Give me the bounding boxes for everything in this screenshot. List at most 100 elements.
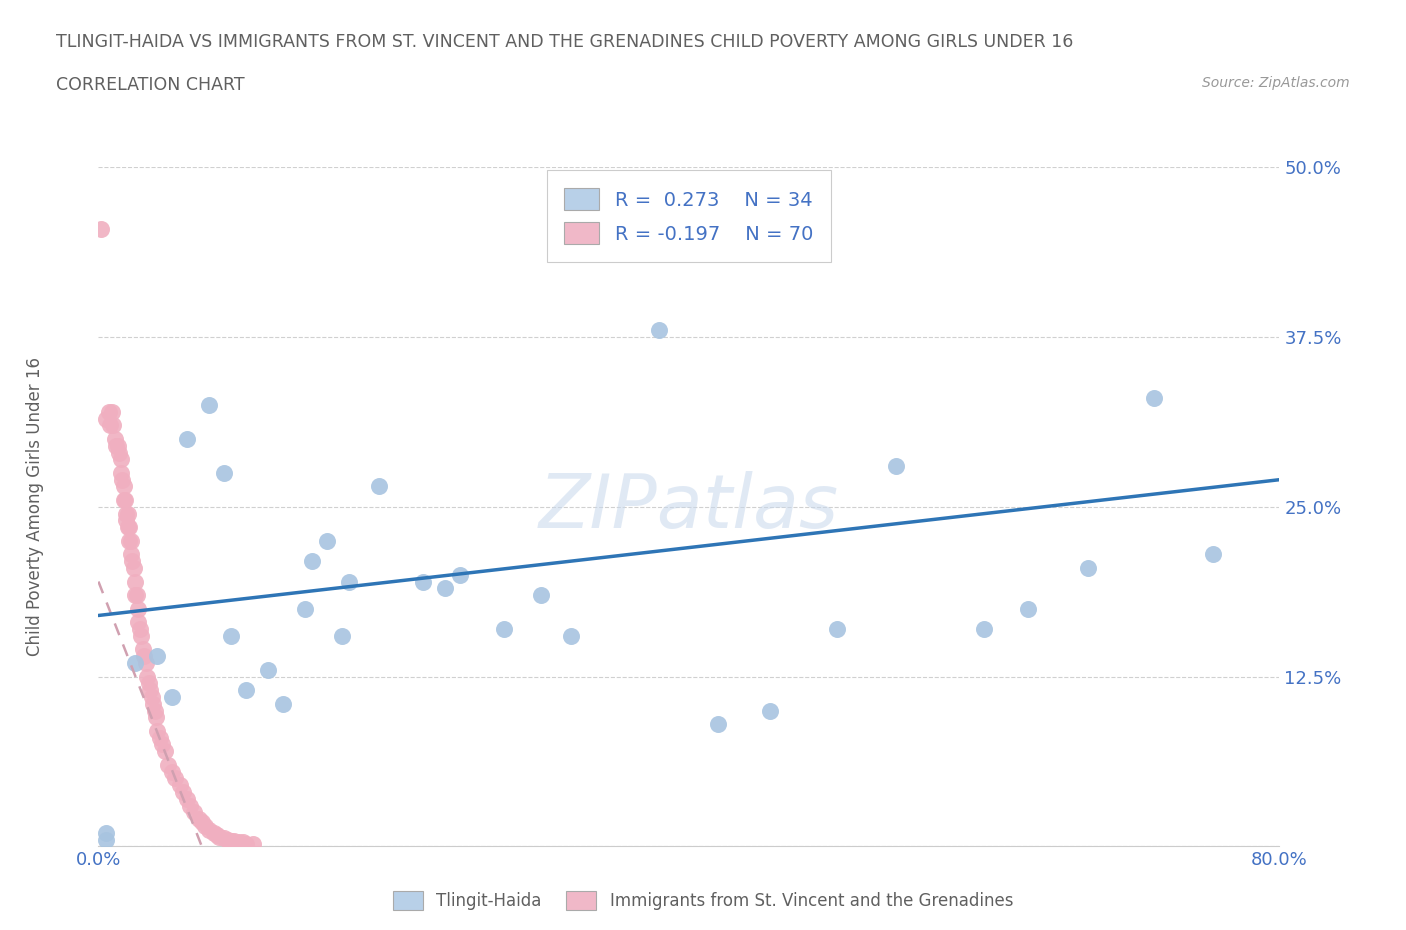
Point [124,656,146,671]
Point [141,689,163,704]
Point [128,621,150,636]
Point [120,547,142,562]
Point [648,323,671,338]
Point [224,833,246,848]
Point [122,561,145,576]
Point [118,534,141,549]
Point [219,629,242,644]
Point [90,221,112,236]
Point [115,513,138,528]
Point [191,815,214,830]
Point [434,581,457,596]
Point [146,649,169,664]
Point [169,777,191,792]
Point [973,621,995,636]
Point [219,833,242,848]
Point [228,835,250,850]
Point [162,764,183,779]
Point [120,534,142,549]
Point [129,629,152,644]
Point [235,836,257,851]
Point [494,621,516,636]
Point [183,805,205,820]
Point [94,832,117,847]
Point [294,602,316,617]
Point [121,553,143,568]
Point [198,822,221,837]
Point [271,697,294,711]
Point [212,466,235,481]
Point [117,520,139,535]
Point [112,493,135,508]
Point [1143,391,1166,405]
Point [212,830,235,845]
Point [235,683,257,698]
Point [118,520,141,535]
Point [100,405,122,419]
Point [198,398,221,413]
Point [884,458,907,473]
Point [368,479,391,494]
Text: Source: ZipAtlas.com: Source: ZipAtlas.com [1202,76,1350,90]
Point [187,812,209,827]
Text: Child Poverty Among Girls Under 16: Child Poverty Among Girls Under 16 [27,357,44,657]
Point [242,836,264,851]
Point [149,730,172,745]
Point [115,506,138,521]
Point [176,791,198,806]
Point [107,438,129,453]
Point [162,689,183,704]
Point [124,588,146,603]
Point [127,615,149,630]
Point [97,405,120,419]
Point [825,621,848,636]
Point [145,710,167,724]
Point [94,825,117,840]
Point [98,418,121,432]
Point [176,432,198,446]
Text: TLINGIT-HAIDA VS IMMIGRANTS FROM ST. VINCENT AND THE GRENADINES CHILD POVERTY AM: TLINGIT-HAIDA VS IMMIGRANTS FROM ST. VIN… [56,33,1074,50]
Point [560,629,582,644]
Point [132,642,155,657]
Point [111,472,134,487]
Point [208,830,231,844]
Point [142,697,165,711]
Point [105,438,128,453]
Point [202,825,225,840]
Point [125,588,148,603]
Point [530,588,553,603]
Point [301,553,323,568]
Point [136,670,159,684]
Point [179,798,201,813]
Point [412,574,434,589]
Point [110,466,132,481]
Text: ZIPatlas: ZIPatlas [538,471,839,543]
Point [1077,561,1099,576]
Point [103,418,125,432]
Point [112,479,135,494]
Point [759,703,782,718]
Point [153,744,176,759]
Legend: R =  0.273    N = 34, R = -0.197    N = 70: R = 0.273 N = 34, R = -0.197 N = 70 [547,170,831,262]
Point [707,717,730,732]
Point [108,445,131,460]
Point [172,785,194,800]
Point [330,629,353,644]
Point [114,493,136,508]
Point [205,828,228,843]
Point [134,649,156,664]
Point [138,676,160,691]
Point [1202,547,1225,562]
Legend: Tlingit-Haida, Immigrants from St. Vincent and the Grenadines: Tlingit-Haida, Immigrants from St. Vince… [387,884,1019,917]
Point [117,506,139,521]
Point [217,832,239,847]
Point [165,771,187,786]
Point [104,432,127,446]
Point [135,656,157,671]
Point [127,602,149,617]
Point [316,534,339,549]
Point [449,567,471,582]
Point [143,703,166,718]
Point [150,737,173,751]
Point [1017,602,1039,617]
